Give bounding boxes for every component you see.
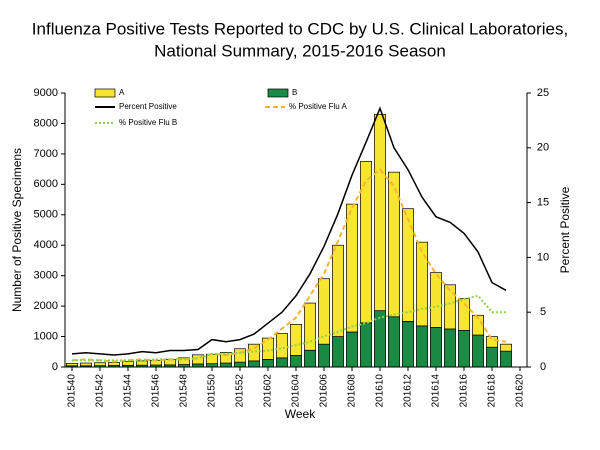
bar [220,352,232,364]
chart-title: Influenza Positive Tests Reported to CDC… [32,19,568,38]
y-tick-label: 0 [52,361,58,373]
x-tick-label: 201614 [431,374,442,408]
y2-tick-label: 10 [537,251,549,263]
y-tick-label: 9000 [34,87,58,99]
line-series [72,294,506,362]
y-axis-label: Number of Positive Specimens [10,148,24,312]
bar [136,360,148,366]
bar [290,355,302,368]
bar [332,336,344,368]
x-tick-label: 201546 [151,374,162,408]
bar [416,325,428,368]
legend-label: Percent Positive [119,102,177,111]
bar [388,316,400,368]
y-tick-label: 5000 [34,209,58,221]
bar [248,360,260,368]
bar [234,361,246,368]
y2-tick-label: 5 [540,306,546,318]
bar [360,161,372,324]
bar [444,284,456,330]
bar [80,362,92,367]
bar [94,362,106,366]
bar [304,349,316,368]
y2-tick-label: 25 [537,87,549,99]
x-tick-label: 201540 [67,374,78,408]
x-tick-label: 201548 [179,374,190,408]
legend-swatch [94,88,116,98]
bar [318,278,330,345]
bar [220,362,232,368]
y-tick-label: 1000 [34,330,58,342]
bar [472,314,484,336]
legend-label: % Positive Flu B [119,118,177,127]
legend-label: B [292,88,297,97]
y-tick-label: 4000 [34,239,58,251]
bar [234,348,246,363]
y-tick-label: 6000 [34,178,58,190]
x-tick-label: 201620 [515,374,526,408]
y-tick-label: 3000 [34,270,58,282]
x-tick-label: 201608 [347,374,358,408]
y2-tick-label: 0 [540,361,546,373]
bar [402,208,414,322]
bar [486,336,498,348]
bar [262,359,274,368]
bar [402,320,414,368]
bar [346,331,358,368]
x-tick-label: 201544 [123,374,134,408]
y2-axis-label: Percent Positive [558,186,572,273]
x-tick-label: 201542 [95,374,106,408]
bar [472,334,484,368]
bar [276,357,288,368]
x-tick-label: 201550 [207,374,218,408]
y2-tick-label: 15 [537,197,549,209]
bar [318,343,330,368]
legend-label: % Positive Flu A [289,102,347,111]
bar [290,324,302,356]
bar [388,171,400,318]
bar [206,363,218,368]
bar [444,328,456,368]
bar [360,322,372,368]
x-tick-label: 201616 [459,374,470,408]
bar [486,346,498,368]
x-tick-label: 201612 [403,374,414,408]
bar [430,327,442,368]
bar [178,357,190,365]
x-axis-label: Week [285,407,316,421]
bar [122,361,134,366]
bar [458,330,470,368]
x-tick-label: 201552 [235,374,246,408]
bar [346,203,358,333]
bar [458,298,470,331]
x-tick-label: 201610 [375,374,386,408]
bar [304,302,316,351]
bar [374,113,386,312]
y-tick-label: 2000 [34,300,58,312]
x-tick-label: 201604 [291,374,302,408]
bar [108,362,120,366]
x-tick-label: 201602 [263,374,274,408]
bar [416,241,428,327]
bar [500,343,512,352]
bar [430,272,442,328]
y2-tick-label: 20 [537,142,549,154]
bar [332,244,344,337]
bar [66,362,78,367]
chart-title: National Summary, 2015-2016 Season [154,41,446,60]
legend-swatch [267,88,289,98]
y-tick-label: 8000 [34,117,58,129]
x-tick-label: 201618 [487,374,498,408]
y-tick-label: 7000 [34,148,58,160]
x-tick-label: 201606 [319,374,330,408]
bar [276,333,288,359]
line-series [71,106,507,356]
bar [500,350,512,368]
bar [262,337,274,360]
legend-label: A [119,88,125,97]
